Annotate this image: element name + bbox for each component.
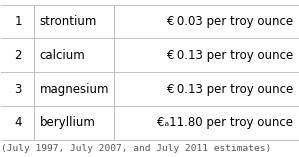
Text: (July 1997, July 2007, and July 2011 estimates): (July 1997, July 2007, and July 2011 est… <box>1 144 272 153</box>
Text: calcium: calcium <box>40 49 86 62</box>
Text: strontium: strontium <box>40 15 97 28</box>
Text: 1: 1 <box>14 15 22 28</box>
Text: 4: 4 <box>14 116 22 129</box>
Text: € 0.13 per troy ounce: € 0.13 per troy ounce <box>167 83 293 96</box>
Text: € 0.03 per troy ounce: € 0.03 per troy ounce <box>167 15 293 28</box>
Text: 3: 3 <box>14 83 22 96</box>
Text: €ₐ11.80 per troy ounce: €ₐ11.80 per troy ounce <box>157 116 293 129</box>
Text: 2: 2 <box>14 49 22 62</box>
Text: beryllium: beryllium <box>40 116 96 129</box>
Text: magnesium: magnesium <box>40 83 109 96</box>
Text: € 0.13 per troy ounce: € 0.13 per troy ounce <box>167 49 293 62</box>
